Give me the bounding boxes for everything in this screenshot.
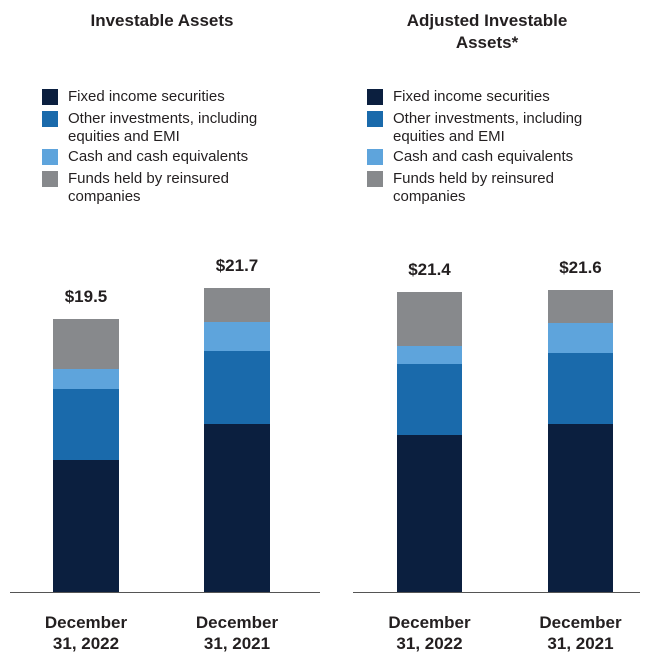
- total-label: $19.5: [64, 287, 108, 306]
- chart-title: Investable Assets: [90, 11, 234, 30]
- bar-segment: [548, 424, 613, 592]
- legend-label: Other investments, including equities an…: [393, 110, 583, 145]
- bar-segment: [397, 363, 462, 436]
- legend-label: Cash and cash equivalents: [393, 148, 574, 165]
- total-label: $21.7: [215, 256, 259, 276]
- baseline: [353, 592, 640, 593]
- bar-segment: [397, 435, 462, 592]
- legend-swatch: [367, 89, 383, 105]
- x-tick-label: December 31, 2022: [44, 613, 128, 653]
- bar-segment: [53, 460, 119, 592]
- chart: Adjusted Investable Assets* Fixed income …: [325, 0, 650, 657]
- x-tick-label: December 31, 2021: [195, 613, 279, 653]
- legend-label: Funds held by reinsured companies: [68, 170, 229, 205]
- bar-segment: [204, 351, 270, 424]
- baseline: [10, 592, 320, 593]
- legend-label: Other investments, including equities an…: [68, 110, 258, 145]
- legend-label: Fixed income securities: [393, 88, 550, 105]
- bar-segment: [53, 369, 119, 389]
- total-label: $21.6: [559, 257, 602, 277]
- bar-segment: [53, 389, 119, 461]
- bar-segment: [204, 321, 270, 352]
- bar-segment: [204, 288, 270, 322]
- bar-segment: [548, 352, 613, 424]
- legend-label: Cash and cash equivalents: [68, 148, 249, 165]
- chart-title: Adjusted Investable Assets*: [406, 11, 568, 52]
- bar-segment: [548, 323, 613, 353]
- legend-swatch: [367, 171, 383, 187]
- bar-segment: [397, 345, 462, 364]
- total-label: $21.4: [408, 260, 451, 280]
- x-tick-label: December 31, 2022: [388, 613, 471, 653]
- legend-swatch: [42, 171, 58, 187]
- legend-swatch: [42, 149, 58, 165]
- x-tick-label: December 31, 2021: [539, 613, 622, 653]
- bar-segment: [53, 319, 119, 370]
- legend-label: Fixed income securities: [68, 88, 225, 105]
- legend-swatch: [367, 149, 383, 165]
- legend-label: Funds held by reinsured companies: [393, 170, 554, 205]
- legend-swatch: [42, 111, 58, 127]
- bar-segment: [397, 292, 462, 346]
- bar-segment: [548, 289, 613, 324]
- legend-swatch: [367, 111, 383, 127]
- chart: Investable Assets Fixed income securities…: [10, 11, 320, 653]
- bar-segment: [204, 424, 270, 592]
- legend-swatch: [42, 89, 58, 105]
